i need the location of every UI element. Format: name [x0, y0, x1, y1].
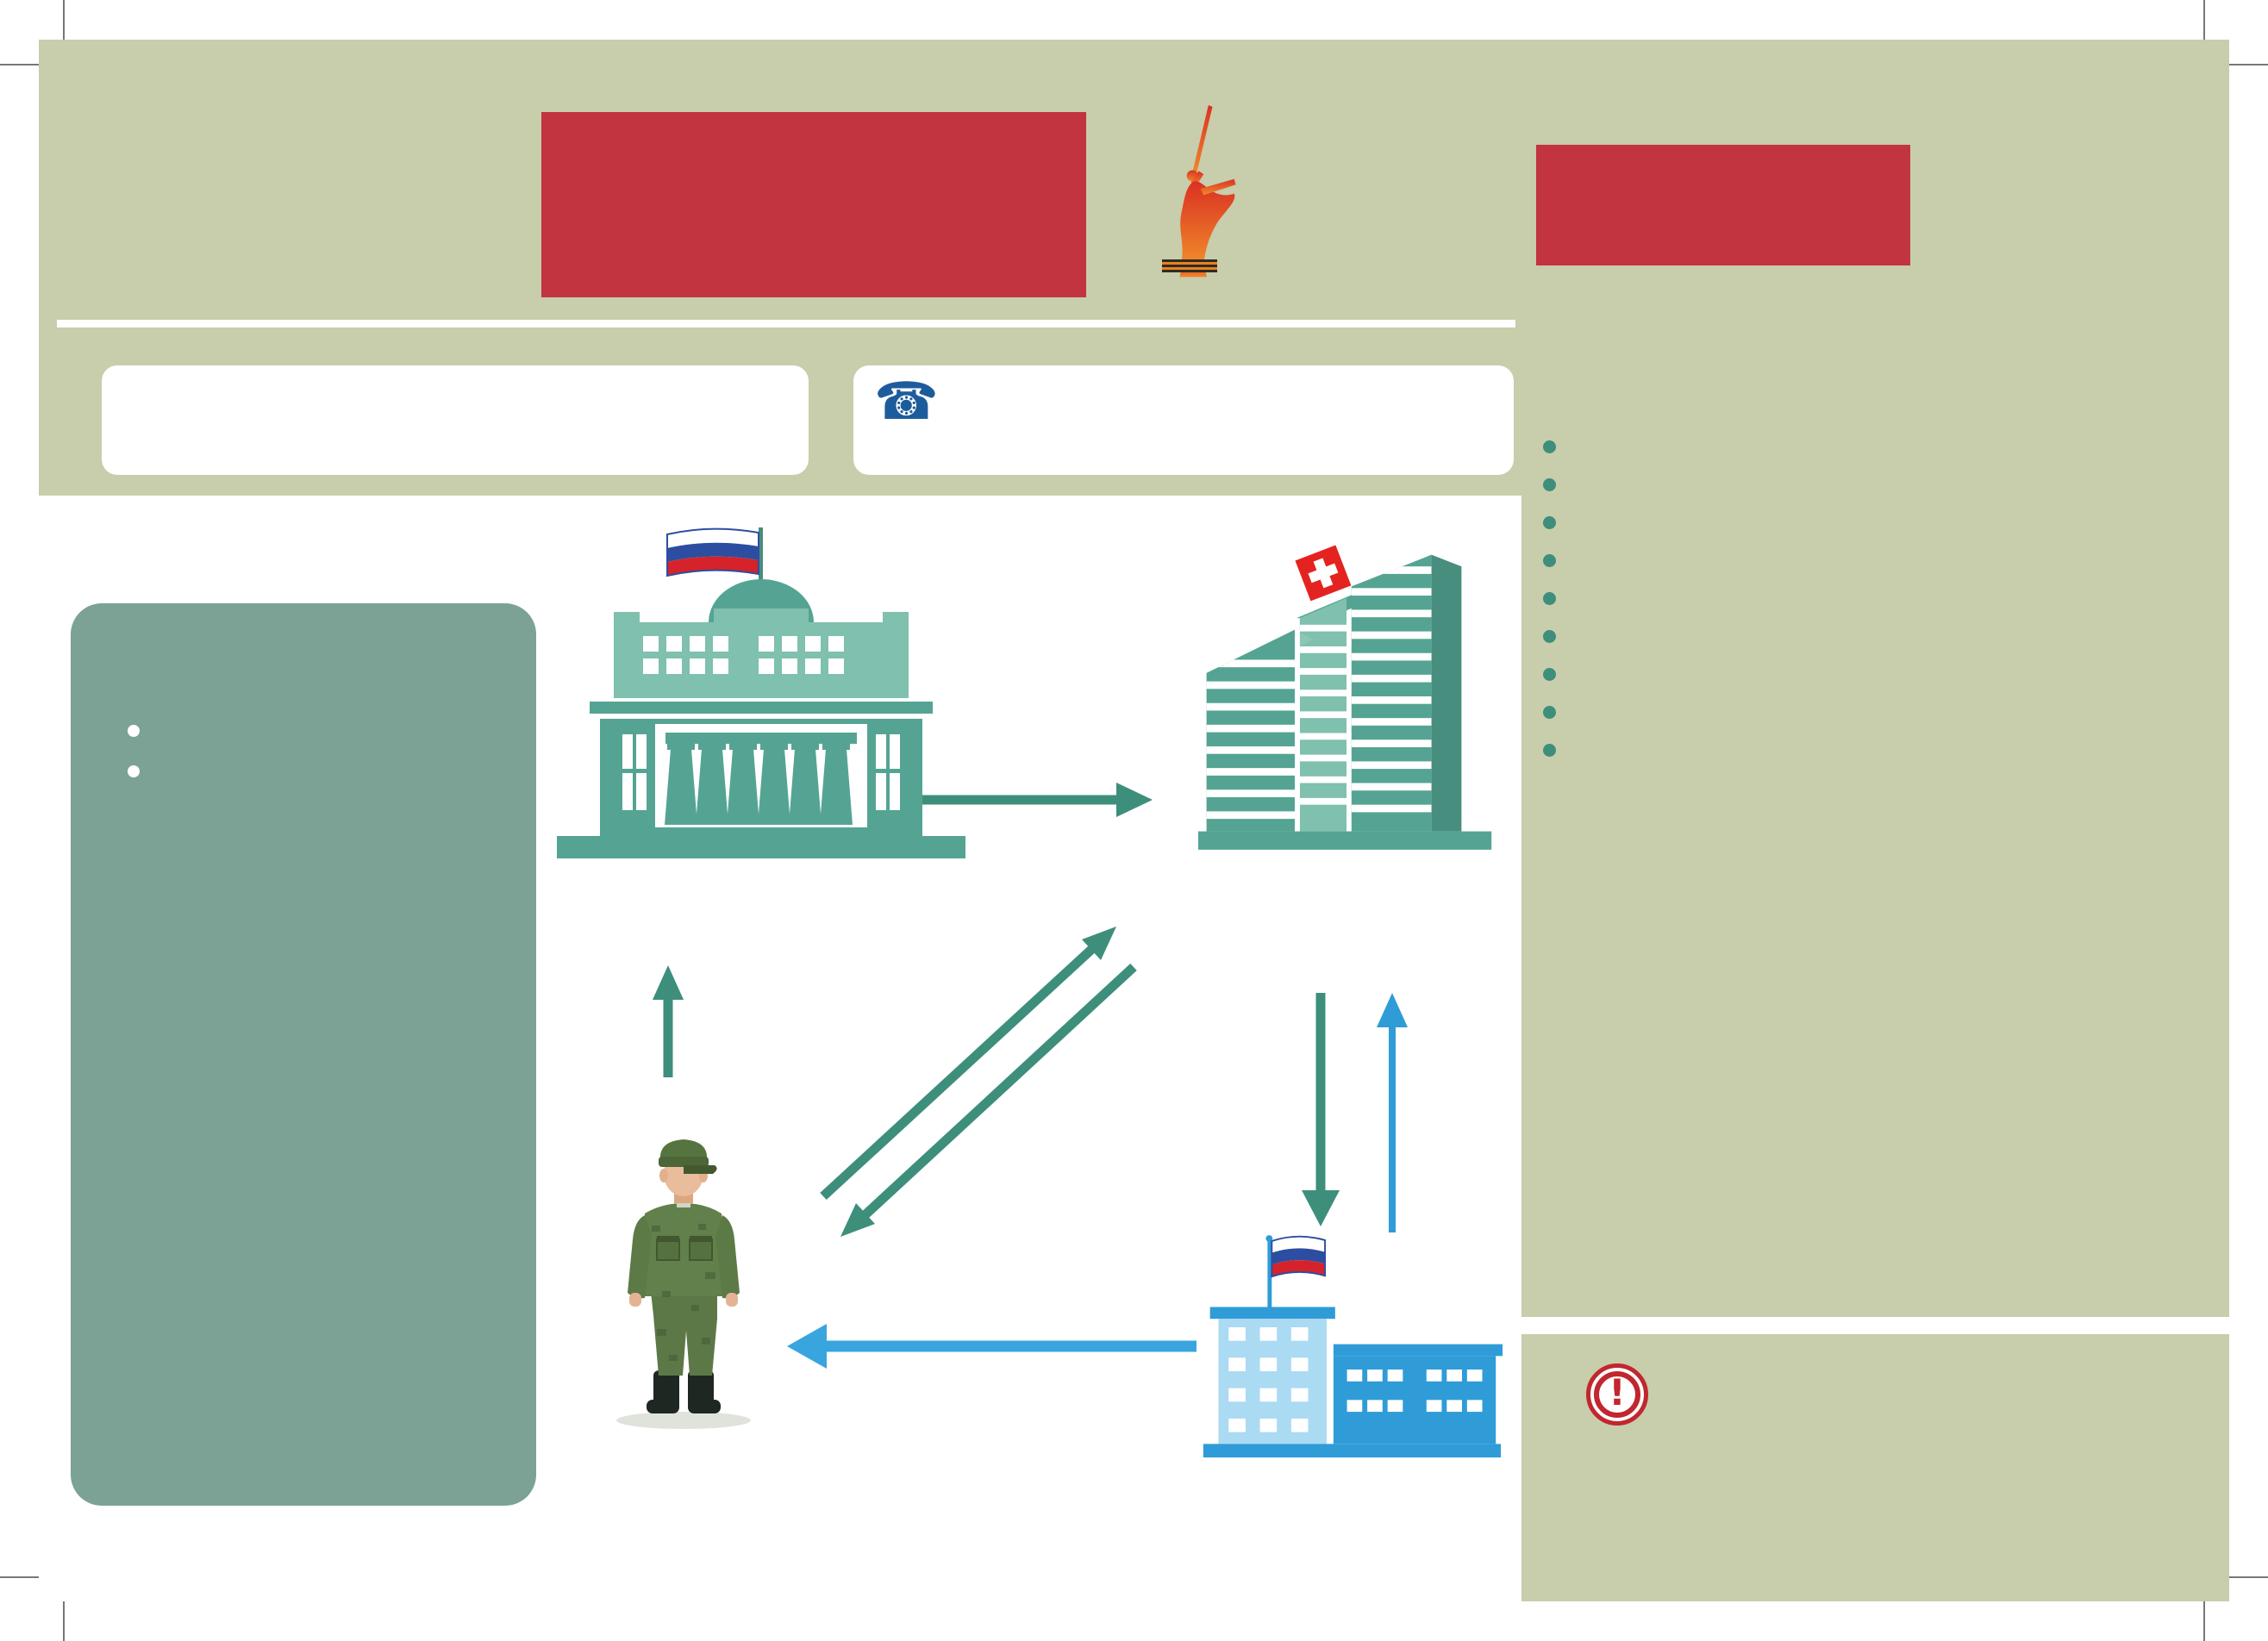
bullet-icon — [1543, 516, 1556, 529]
eligibility-item — [128, 714, 524, 751]
georgian-ribbon-icon — [1162, 259, 1217, 272]
soldier-figure — [616, 1139, 751, 1429]
crop-mark — [2229, 64, 2268, 66]
list-item — [1543, 581, 2233, 617]
bullet-icon — [1543, 440, 1556, 453]
list-item — [1543, 695, 2233, 731]
crop-mark — [0, 64, 39, 66]
list-item — [1543, 467, 2233, 503]
bullet-icon — [1543, 630, 1556, 643]
crop-mark — [0, 1576, 39, 1578]
bullet-icon — [1543, 706, 1556, 719]
motherland-statue-icon — [1179, 105, 1236, 278]
priority-header — [1536, 145, 1910, 265]
list-item — [1543, 733, 2233, 769]
crop-mark — [63, 0, 65, 40]
eligibility-item — [128, 754, 524, 791]
fund-building-icon — [557, 527, 965, 858]
eligibility-box — [71, 603, 536, 1506]
bullet-icon — [1543, 744, 1556, 757]
warning-icon-exclamation: ! — [1609, 1371, 1626, 1413]
header-divider — [57, 320, 1515, 328]
warning-icon-ring — [1594, 1371, 1640, 1418]
bullet-icon — [1543, 554, 1556, 567]
crop-mark — [2203, 1601, 2205, 1641]
main-title-banner — [541, 112, 1086, 297]
hospital-building-icon — [1197, 545, 1492, 850]
warning-icon: ! — [1586, 1363, 1648, 1426]
flow-arrows — [653, 783, 1408, 1369]
list-item — [1543, 429, 2233, 465]
bullet-icon — [1543, 478, 1556, 491]
priority-list — [1543, 429, 2233, 771]
list-item — [1543, 619, 2233, 655]
bullet-icon — [1543, 592, 1556, 605]
crop-mark — [2203, 0, 2205, 40]
bullet-icon — [128, 765, 140, 777]
list-item — [1543, 657, 2233, 693]
right-panel-divider — [1521, 1317, 2229, 1334]
social-building-icon — [1203, 1235, 1503, 1458]
bullet-icon — [128, 725, 140, 737]
crop-mark — [2229, 1576, 2268, 1578]
hotline-roszdravnadzor — [102, 365, 809, 475]
telephone-icon: ☎ — [874, 371, 939, 432]
list-item — [1543, 505, 2233, 541]
bullet-icon — [1543, 668, 1556, 681]
list-item — [1543, 543, 2233, 579]
hotline-fzo — [853, 365, 1514, 475]
crop-mark — [63, 1601, 65, 1641]
